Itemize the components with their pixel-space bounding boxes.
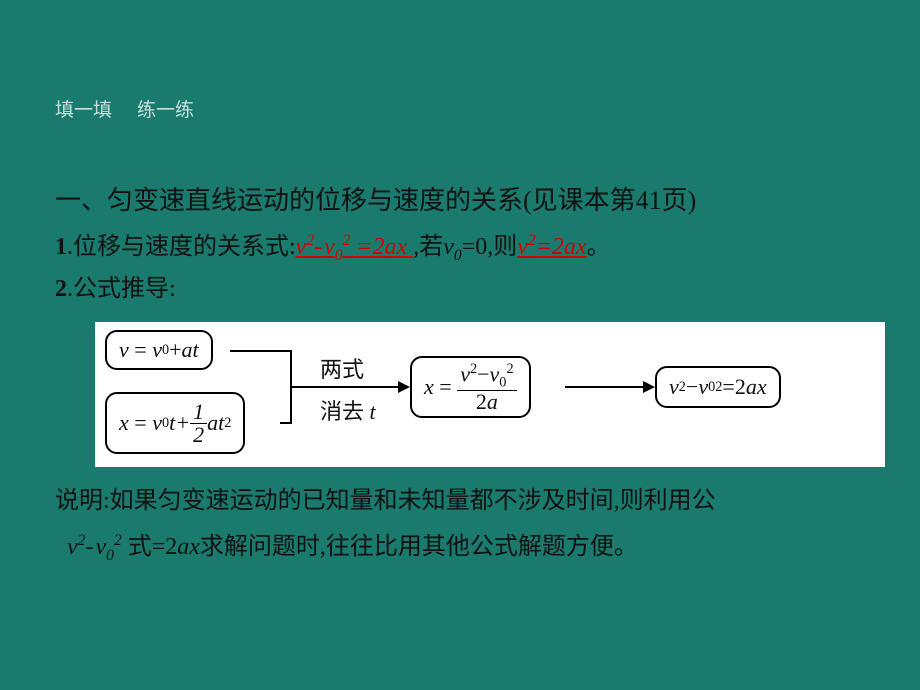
ef-minus: - [85, 534, 93, 560]
half-num: 1 [190, 401, 207, 424]
b4-v2: v [669, 374, 679, 400]
b3-v0: v [490, 361, 500, 386]
label-eliminate-t: 消去 t [320, 394, 376, 426]
b1-v0: v [152, 337, 162, 363]
arrow-to-box4 [643, 381, 655, 393]
b3-x: x [424, 374, 434, 400]
f1-minus: - [314, 234, 322, 260]
b2-t: t+ [169, 410, 190, 436]
point2-label: .公式推导: [67, 276, 176, 302]
arrow-to-box3 [398, 381, 410, 393]
b4-ax: ax [746, 374, 767, 400]
half-den: 2 [190, 424, 207, 446]
formula-v2-2ax: v2=2ax [517, 234, 586, 260]
line-to-box4 [565, 386, 645, 388]
elim-text: 消去 [320, 399, 364, 424]
explanation: 说明:如果匀变速运动的已知量和未知量都不涉及时间,则利用公 v2- v02 式=… [55, 479, 865, 570]
main-content: 一、匀变速直线运动的位移与速度的关系(见课本第41页) 1.位移与速度的关系式:… [55, 180, 865, 570]
formula-v2-v02-2ax: v2- v02 =2ax [296, 234, 414, 260]
ef-v: v [67, 534, 78, 560]
f1-eq: =2 [350, 234, 384, 260]
section-heading: 一、匀变速直线运动的位移与速度的关系(见课本第41页) [55, 180, 865, 217]
box-v2-v02-2ax: v2−v02=2ax [655, 366, 781, 408]
b1-eq: = [134, 337, 146, 363]
b3-num: v2−v02 [457, 362, 516, 391]
b3-v2: v [460, 361, 470, 386]
b3-frac: v2−v02 2a [457, 362, 516, 413]
b3-a: a [487, 389, 498, 414]
f1-v0: v [324, 234, 335, 260]
point1-mid: ,若 [413, 234, 443, 260]
f2-ax: ax [564, 234, 587, 260]
label-two-eq: 两式 [320, 352, 364, 384]
b2-eq: = [134, 410, 146, 436]
f1-v: v [296, 234, 307, 260]
explain-post1: 式=2 [128, 534, 178, 560]
point-1: 1.位移与速度的关系式:v2- v02 =2ax ,若v0=0,则v2=2ax。 [55, 227, 865, 269]
point-2: 2.公式推导: [55, 269, 865, 310]
point1-end: 。 [587, 234, 611, 260]
b4-eq: =2 [722, 374, 745, 400]
point1-num: 1 [55, 234, 67, 260]
b4-minus: − [686, 374, 698, 400]
f2-v: v [517, 234, 528, 260]
b1-v: v [119, 337, 129, 363]
derivation-diagram: v = v0+at x = v0t+12at2 两式 消去 t x = v2−v… [95, 322, 885, 467]
b2-x: x [119, 410, 129, 436]
elim-t: t [364, 399, 376, 424]
b3-den: 2a [473, 391, 501, 413]
b3-2: 2 [476, 389, 487, 414]
explain-post2: 求解问题时,往往比用其他公式解题方便。 [200, 534, 638, 560]
line-to-box3 [290, 386, 400, 388]
b3-minus: − [477, 361, 489, 386]
ef-ax: ax [177, 534, 200, 560]
explain-formula: v2- v02 [67, 534, 122, 560]
f1-ax: ax [385, 234, 414, 260]
v0-v: v [443, 234, 454, 260]
b2-v0: v [152, 410, 162, 436]
ef-v0: v [95, 534, 106, 560]
tab-practice[interactable]: 练一练 [137, 95, 194, 122]
box-x-eq-frac: x = v2−v02 2a [410, 356, 531, 418]
point2-num: 2 [55, 276, 67, 302]
point1-mid2: =0,则 [462, 234, 518, 260]
v0-sym: v0 [443, 234, 461, 260]
b4-v0: v [698, 374, 708, 400]
f2-eq: =2 [536, 234, 564, 260]
b1-at: at [182, 337, 199, 363]
b2-at2: at [207, 410, 224, 436]
explain-pre: 说明:如果匀变速运动的已知量和未知量都不涉及时间,则利用公 [55, 488, 716, 514]
b3-eq: = [439, 374, 451, 400]
box-x-eq-v0t-half-at2: x = v0t+12at2 [105, 392, 245, 454]
box-v-eq-v0-at: v = v0+at [105, 330, 213, 370]
line-from-box1 [230, 350, 290, 352]
b1-plus: + [169, 337, 181, 363]
line-from-box2 [280, 422, 290, 424]
tab-fill[interactable]: 填一填 [55, 95, 112, 122]
point1-label: .位移与速度的关系式: [67, 234, 296, 260]
half-frac: 12 [190, 401, 207, 446]
